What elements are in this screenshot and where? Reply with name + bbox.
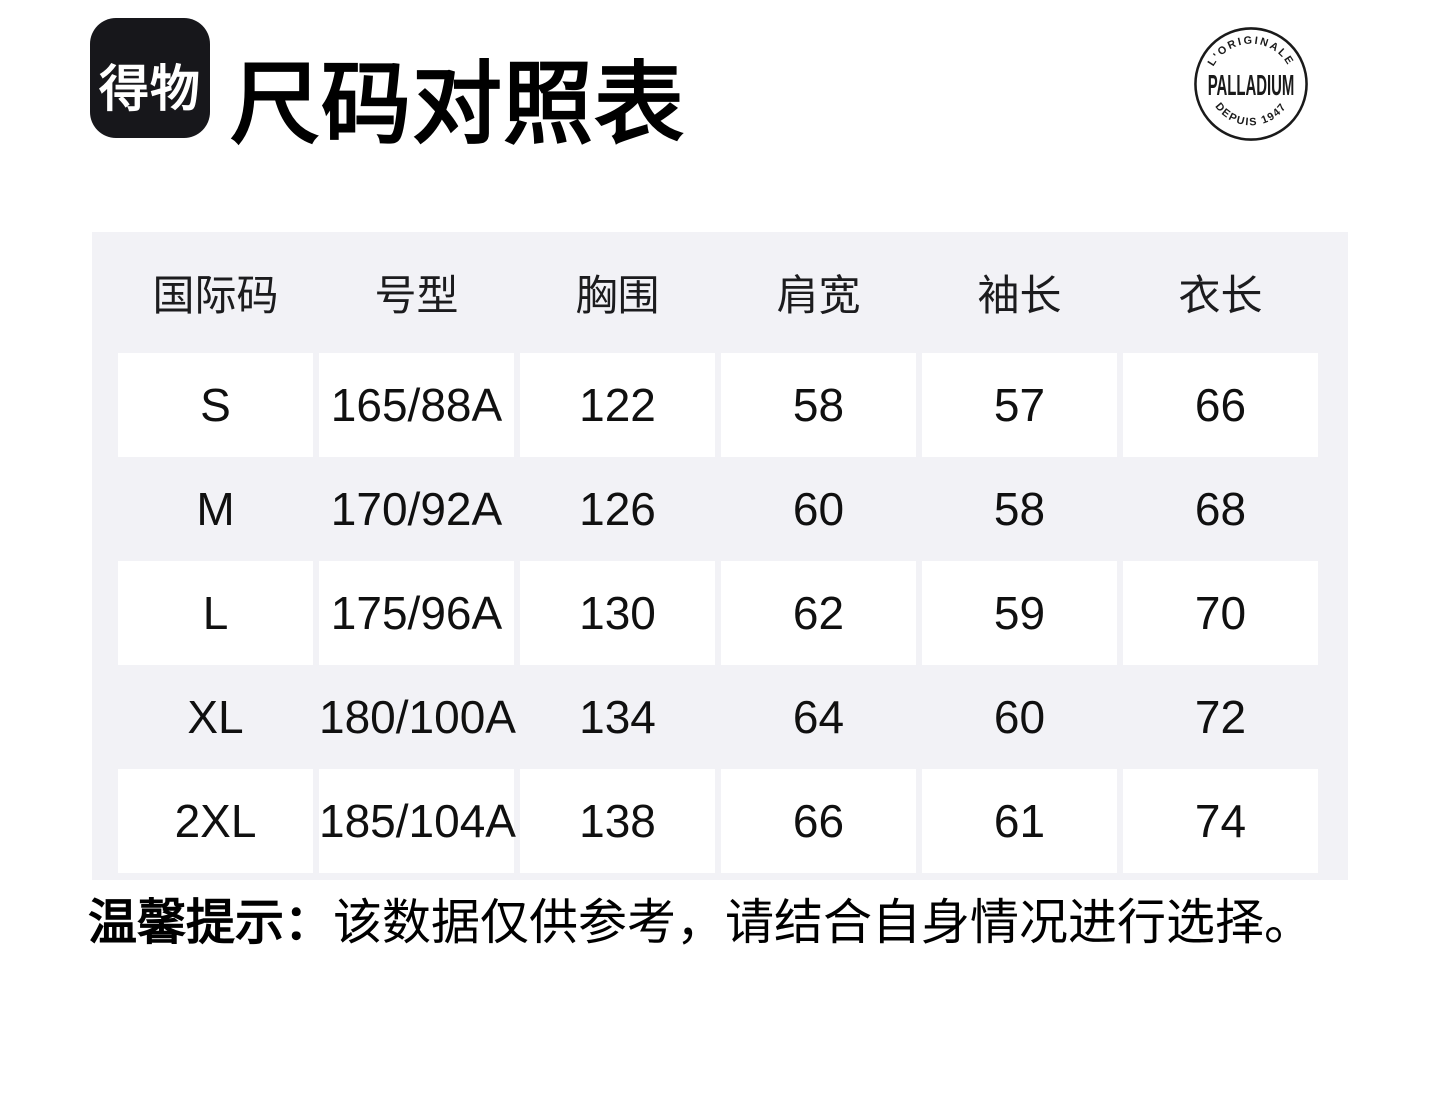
table-cell: 57 <box>922 353 1117 457</box>
table-cell: 180/100A <box>319 691 516 743</box>
table-cell: 60 <box>792 483 845 535</box>
table-cell: 138 <box>520 769 715 873</box>
table-row-2xl: 2XL 185/104A 138 66 61 74 <box>118 769 1318 873</box>
table-cell: 58 <box>721 353 916 457</box>
table-row-l: L 175/96A 130 62 59 70 <box>118 561 1318 665</box>
dewu-logo-text: 得物 <box>99 61 201 117</box>
table-cell: 59 <box>922 561 1117 665</box>
table-row-s: S 165/88A 122 58 57 66 <box>118 353 1318 457</box>
tip-text: 该数据仅供参考，请结合自身情况进行选择。 <box>333 896 1314 950</box>
table-cell: 61 <box>922 769 1117 873</box>
column-header-model: 号型 <box>374 272 459 319</box>
column-header-intl-size: 国际码 <box>152 272 279 319</box>
table-cell: 170/92A <box>330 483 503 535</box>
table-cell: 74 <box>1123 769 1318 873</box>
table-cell: L <box>118 561 313 665</box>
table-cell: 66 <box>721 769 916 873</box>
page-title: 尺码对照表 <box>230 55 685 155</box>
table-cell: 60 <box>993 691 1046 743</box>
table-cell: 130 <box>520 561 715 665</box>
table-cell: M <box>196 483 235 535</box>
table-cell: 2XL <box>118 769 313 873</box>
table-cell: 62 <box>721 561 916 665</box>
size-table: 国际码 号型 胸围 肩宽 袖长 衣长 S 165/88A 122 58 57 6… <box>112 232 1324 873</box>
column-header-length: 衣长 <box>1178 272 1263 319</box>
table-cell: 70 <box>1123 561 1318 665</box>
table-cell: 134 <box>579 691 656 743</box>
dewu-logo: 得物 <box>90 18 210 138</box>
table-cell: 68 <box>1194 483 1247 535</box>
table-cell: 66 <box>1123 353 1318 457</box>
table-cell: 165/88A <box>319 353 514 457</box>
table-cell: 72 <box>1194 691 1247 743</box>
table-cell: 58 <box>993 483 1046 535</box>
reference-tip: 温馨提示：该数据仅供参考，请结合自身情况进行选择。 <box>88 894 1313 953</box>
palladium-stamp-icon: L'ORIGINALE PALLADIUM DEPUIS 1947 <box>1194 27 1308 141</box>
table-cell: 64 <box>792 691 845 743</box>
table-row-m: M 170/92A 126 60 58 68 <box>118 457 1318 561</box>
table-cell: 185/104A <box>319 769 516 873</box>
size-table-container: 国际码 号型 胸围 肩宽 袖长 衣长 S 165/88A 122 58 57 6… <box>92 232 1348 880</box>
column-header-chest: 胸围 <box>575 272 660 319</box>
table-cell: S <box>118 353 313 457</box>
table-cell: 122 <box>520 353 715 457</box>
tip-label: 温馨提示： <box>88 896 334 950</box>
table-cell: XL <box>187 691 244 743</box>
palladium-logo: L'ORIGINALE PALLADIUM DEPUIS 1947 <box>1192 25 1310 143</box>
table-cell: 175/96A <box>319 561 514 665</box>
column-header-sleeve: 袖长 <box>977 272 1062 319</box>
table-header-row: 国际码 号型 胸围 肩宽 袖长 衣长 <box>118 232 1318 353</box>
stamp-circle <box>1194 27 1308 141</box>
table-cell: 126 <box>579 483 656 535</box>
table-row-xl: XL 180/100A 134 64 60 72 <box>118 665 1318 769</box>
column-header-shoulder: 肩宽 <box>776 272 861 319</box>
brand-name-text: PALLADIUM <box>1208 70 1295 102</box>
